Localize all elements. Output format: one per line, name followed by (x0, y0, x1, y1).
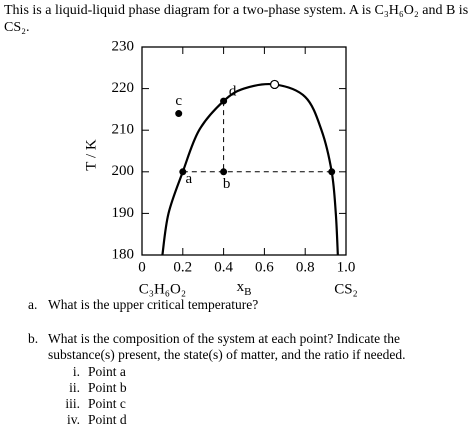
question-text: What is the upper critical temperature? (48, 297, 259, 312)
tie-line-end (328, 168, 336, 176)
point (220, 168, 228, 176)
question-marker: a. (28, 297, 38, 312)
x-tick-label: 0.4 (214, 259, 233, 275)
y-axis-label: T / K (83, 139, 99, 171)
y-tick-label: 230 (112, 38, 135, 54)
x-tick-label: 1.0 (337, 259, 356, 275)
y-tick-label: 190 (112, 205, 135, 221)
x-tick-label: 0.6 (255, 259, 274, 275)
y-tick-label: 200 (112, 163, 135, 179)
point (179, 168, 187, 176)
x-axis-subscript: B (244, 286, 251, 298)
y-tick-label: 180 (112, 246, 135, 262)
y-tick-label: 210 (112, 122, 135, 138)
phase-boundary (161, 83, 339, 256)
x-tick-label: 0 (138, 259, 146, 275)
item-marker: i. (72, 364, 80, 379)
point (175, 110, 183, 118)
question-text: What is the composition of the system at… (48, 331, 406, 362)
x-tick-label: 0.2 (173, 259, 192, 275)
item-text: Point a (88, 364, 126, 379)
phase-diagram: 180 190 200 210 220 230 0 0.2 0.4 0.6 0.8 1.0 T / K x… (83, 38, 358, 297)
point-label: a (185, 171, 192, 187)
item-text: Point d (88, 412, 127, 427)
item-marker: iii. (65, 396, 80, 411)
x-end-label-left: C₃H₆O₂ (139, 281, 186, 297)
point-label: b (223, 176, 231, 192)
x-end-label-right: CS₂ (334, 281, 358, 297)
x-axis-label: xB (237, 279, 252, 297)
point-label: c (175, 93, 182, 109)
item-text: Point b (88, 380, 127, 395)
question-marker: b. (28, 331, 39, 346)
x-tick-label: 0.8 (296, 259, 315, 275)
item-text: Point c (88, 396, 126, 411)
point-label: d (229, 84, 237, 100)
x-axis-symbol: x (237, 279, 245, 295)
intro-text: This is a liquid-liquid phase diagram fo… (4, 3, 469, 35)
y-tick-label: 220 (112, 80, 135, 96)
item-marker: iv. (67, 412, 80, 427)
plot-frame (141, 46, 347, 256)
point (220, 97, 228, 105)
critical-point (270, 79, 280, 90)
item-marker: ii. (69, 380, 80, 395)
